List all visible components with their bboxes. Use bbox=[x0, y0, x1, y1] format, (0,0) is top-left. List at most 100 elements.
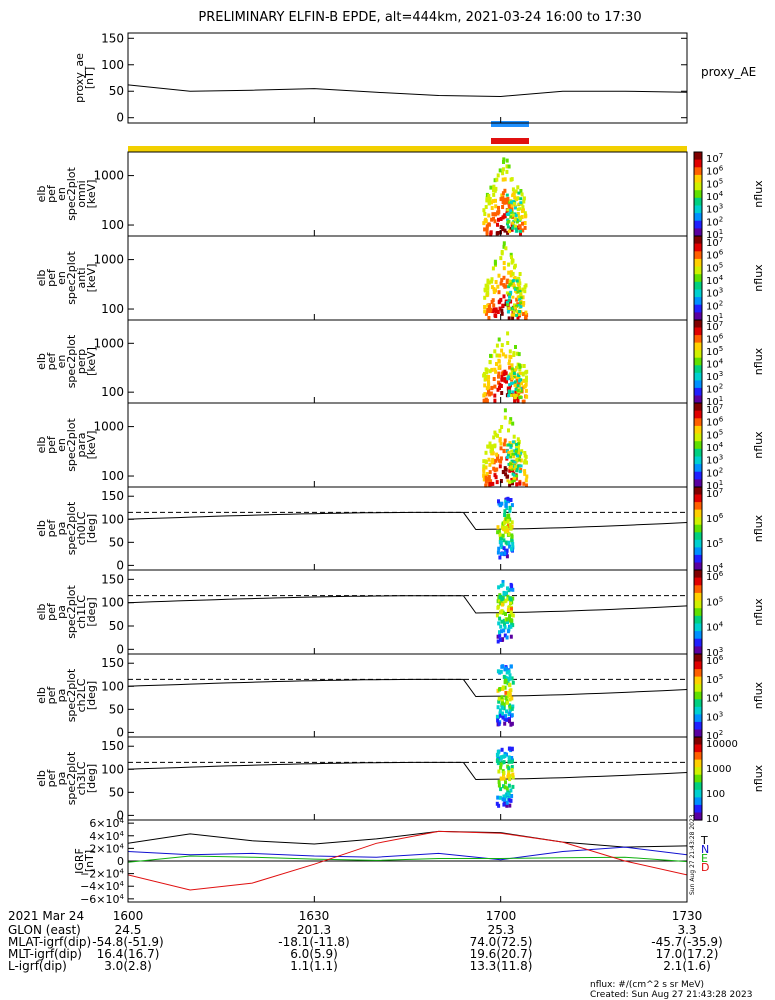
spectrogram-pixel bbox=[509, 610, 513, 615]
spectrogram-pixel bbox=[501, 711, 505, 716]
spectrogram-pixel bbox=[483, 392, 487, 397]
spectrogram-pixel bbox=[516, 437, 520, 442]
panel-pitch: elbpefpaspec2plotch2LC[deg]150 100 50 0 106 1… bbox=[35, 653, 765, 742]
spectrogram-pixel bbox=[502, 442, 506, 447]
spectrogram-pixel bbox=[498, 633, 502, 638]
spectrogram-pixel bbox=[507, 768, 511, 773]
colorbar-segment bbox=[694, 714, 702, 723]
ylabel-line: en bbox=[55, 438, 68, 452]
spectrogram-pixel bbox=[495, 467, 499, 472]
spectrogram-pixel bbox=[502, 266, 506, 271]
time-tick-label: 1630 bbox=[299, 909, 330, 923]
spectrogram-pixel bbox=[507, 316, 511, 321]
spectrogram-pixel bbox=[520, 449, 524, 454]
spectrogram-pixel bbox=[500, 545, 504, 549]
colorbar-segment bbox=[694, 654, 702, 663]
spectrogram-pixel bbox=[491, 266, 495, 271]
spectrogram-pixel bbox=[505, 803, 509, 808]
ylabel-line: ch1LC bbox=[75, 595, 88, 629]
colorbar-segment bbox=[694, 418, 702, 427]
colorbar-title: nflux bbox=[752, 598, 765, 626]
spectrogram-pixel bbox=[509, 587, 513, 592]
spectrogram-pixel bbox=[522, 364, 526, 368]
spectrogram-pixel bbox=[497, 769, 501, 774]
spectrogram-pixel bbox=[505, 528, 509, 533]
ylabel-line: ch2LC bbox=[75, 678, 88, 712]
ylabel-line: [nT] bbox=[83, 67, 96, 89]
y-tick-label: 4×104 bbox=[89, 830, 124, 843]
spectrogram-pixel bbox=[493, 398, 497, 403]
spectrogram-pixel bbox=[508, 707, 512, 712]
spectrogram-pixel bbox=[511, 452, 515, 456]
spectrogram-pixel bbox=[512, 220, 516, 224]
spectrogram-pixel bbox=[510, 503, 514, 508]
spectrogram-pixel bbox=[505, 554, 509, 559]
panel-ylabel: IGRF[nT] bbox=[73, 848, 96, 874]
ylabel-line: elb bbox=[35, 186, 48, 203]
colorbar-segment bbox=[694, 190, 702, 199]
spectrogram-pixel bbox=[510, 607, 513, 612]
spectrogram-pixel bbox=[493, 444, 497, 449]
y-tick-label: 150 bbox=[101, 489, 124, 503]
spectrogram-pixel bbox=[497, 290, 501, 295]
spectrogram-pixel bbox=[496, 752, 500, 757]
spectrogram-pixel bbox=[513, 212, 517, 216]
spectrogram-pixel bbox=[507, 783, 511, 788]
ylabel-line: [keV] bbox=[85, 347, 98, 376]
colorbar-tick-label: 10 bbox=[706, 814, 719, 825]
spectrogram-pixel bbox=[507, 375, 511, 379]
colorbar-title: nflux bbox=[752, 514, 765, 542]
spectrogram-pixel bbox=[518, 384, 521, 388]
spectrogram-pixel bbox=[506, 341, 510, 345]
spectrogram-pixel bbox=[518, 363, 521, 367]
spectrogram-pixel bbox=[519, 292, 523, 296]
y-tick-label: 50 bbox=[109, 535, 124, 549]
panel-ylabel: elbpefenspec2plotomni[keV] bbox=[35, 167, 98, 221]
spectrogram-pixel bbox=[496, 605, 500, 610]
ylabel-line: pa bbox=[55, 772, 68, 786]
colorbar-segment bbox=[694, 174, 702, 184]
ephem-value: -45.7(-35.9) bbox=[651, 935, 722, 949]
spectrogram-pixel bbox=[515, 378, 519, 383]
spectrogram-pixel bbox=[484, 475, 488, 480]
spectrogram-pixel bbox=[485, 370, 489, 375]
spectrogram-pixel bbox=[515, 469, 519, 473]
spectrogram-pixel bbox=[494, 280, 498, 284]
ylabel-line: spec2plot bbox=[65, 585, 78, 639]
spectrogram-pixel bbox=[512, 284, 516, 287]
spectrogram-pixel bbox=[501, 533, 505, 538]
spectrogram-pixel bbox=[495, 759, 499, 763]
colorbar-segment bbox=[694, 228, 702, 237]
y-tick-label: 100 bbox=[101, 762, 124, 776]
spectrogram-pixel bbox=[507, 362, 511, 365]
spectrogram-pixel bbox=[523, 384, 527, 389]
colorbar-segment bbox=[694, 812, 702, 821]
igrf-N-line bbox=[128, 846, 687, 861]
spectrogram-pixel bbox=[504, 794, 507, 799]
spectrogram-pixel bbox=[504, 502, 508, 507]
ylabel-line: spec2plot bbox=[65, 751, 78, 805]
spectrogram-pixel bbox=[522, 199, 526, 204]
spectrogram-pixel bbox=[508, 466, 512, 470]
spectrogram-pixel bbox=[490, 451, 494, 456]
spectrogram-pixel bbox=[515, 218, 519, 222]
colorbar-segment bbox=[694, 562, 702, 571]
ylabel-line: spec2plot bbox=[65, 668, 78, 722]
panel-pitch: elbpefpaspec2plotch1LC[deg]150 100 50 0 106 1… bbox=[35, 569, 765, 659]
spectrogram-pixel bbox=[508, 673, 512, 678]
spectrogram-pixel bbox=[499, 217, 503, 221]
spectrogram-pixel bbox=[521, 287, 525, 292]
colorbar-segment bbox=[694, 487, 702, 496]
spectrogram-pixel bbox=[506, 594, 510, 599]
spectrogram-pixel bbox=[507, 394, 511, 398]
spectrogram-pixel bbox=[518, 365, 522, 369]
spectrogram-pixel bbox=[482, 467, 486, 472]
spectrogram-pixel bbox=[503, 377, 507, 382]
spectrogram-pixel bbox=[506, 496, 510, 501]
spectrogram-pixel bbox=[509, 355, 513, 360]
spectrogram-pixel bbox=[512, 313, 516, 317]
ephemeris-table: 2021 Mar 24 1600 1630 1700 1730 GLON (ea… bbox=[8, 909, 723, 973]
colorbar-segment bbox=[694, 220, 702, 229]
science-zone-bar-blue bbox=[491, 121, 529, 127]
spectrogram-pixel bbox=[518, 290, 522, 294]
